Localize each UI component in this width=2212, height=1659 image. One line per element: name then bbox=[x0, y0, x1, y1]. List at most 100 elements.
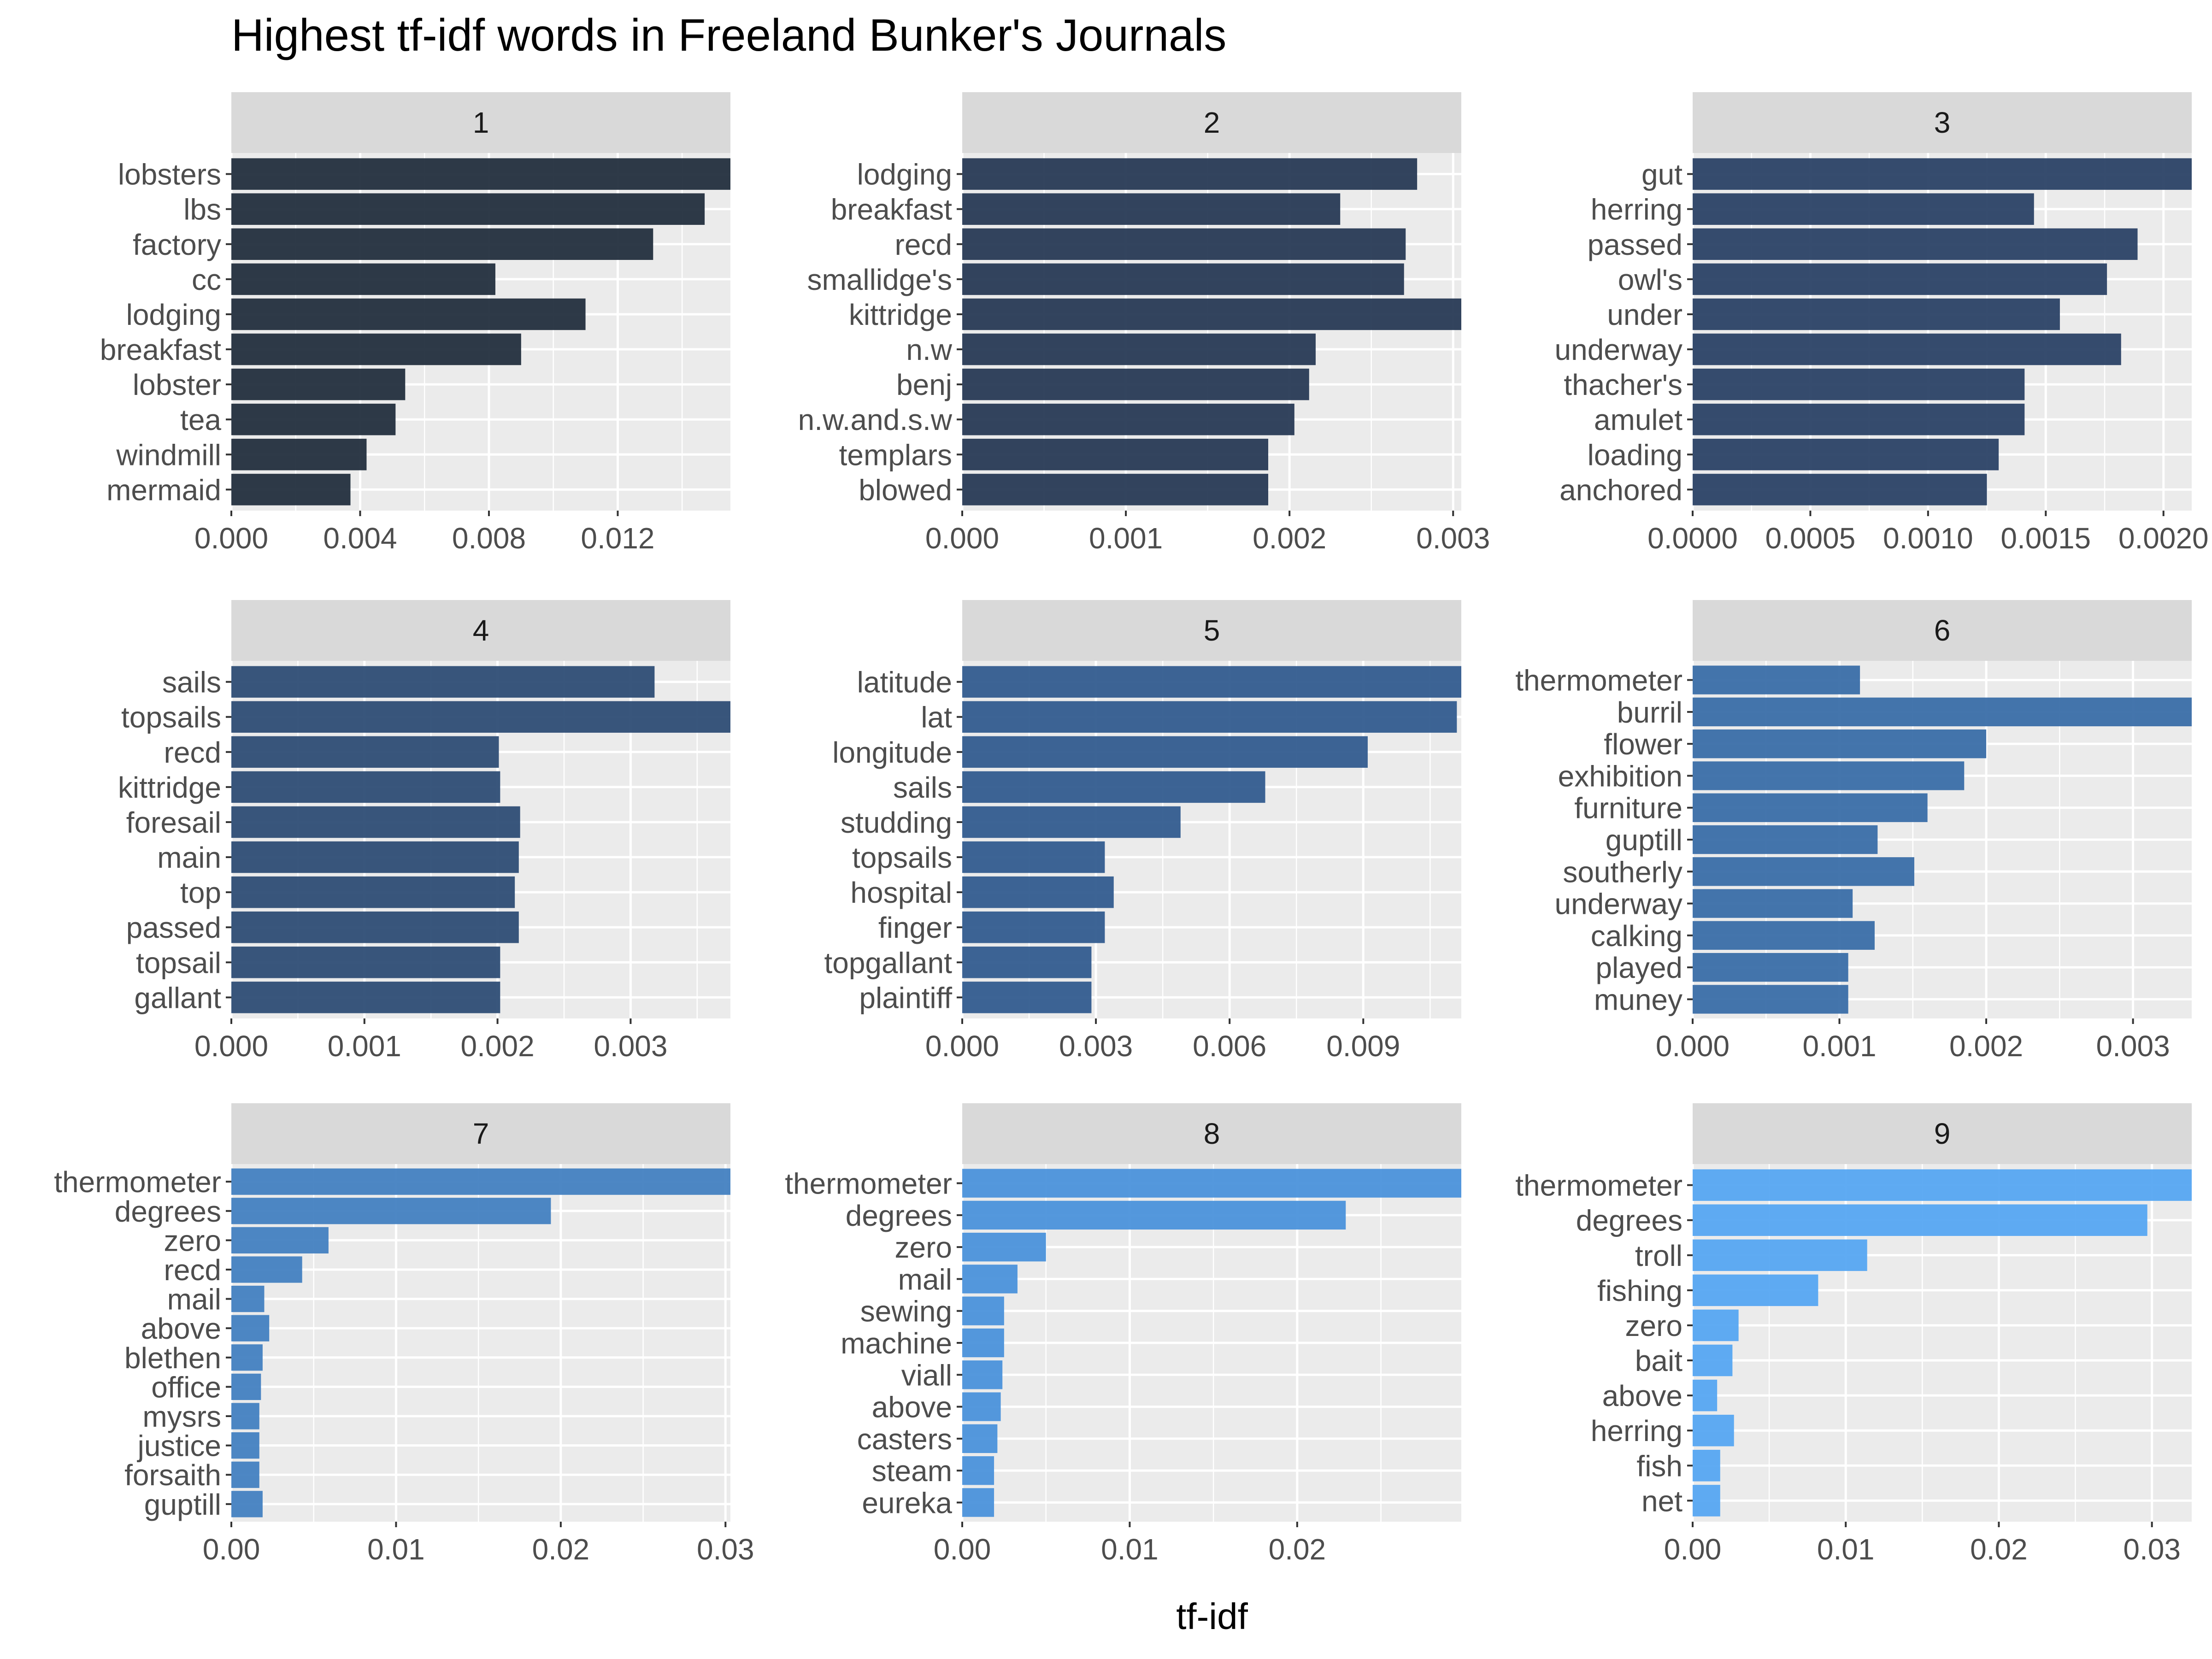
bar-passed bbox=[1693, 228, 2138, 260]
bar-bait bbox=[1693, 1344, 1733, 1377]
bar-foresail bbox=[231, 806, 520, 838]
bar-cc bbox=[231, 263, 495, 295]
bar-topsail bbox=[231, 947, 500, 978]
x-tick-label: 0.000 bbox=[194, 1030, 268, 1063]
word-label: mermaid bbox=[106, 473, 221, 506]
facet-strip bbox=[962, 92, 1461, 153]
bar-exhibition bbox=[1693, 761, 1965, 790]
word-label: topsail bbox=[136, 946, 221, 979]
facet-strip-label: 8 bbox=[1204, 1117, 1220, 1150]
bar-burril bbox=[1693, 697, 2192, 727]
word-label: recd bbox=[164, 736, 222, 769]
word-label: templars bbox=[839, 438, 952, 471]
facet-panel-9: 9 thermometerdegreestrollfishingzerobaita… bbox=[1515, 1103, 2192, 1566]
word-label: above bbox=[1602, 1379, 1683, 1412]
facet-panel-5: 5 latitudelatlongitudesailsstuddingtopsai… bbox=[824, 600, 1461, 1063]
word-label: gallant bbox=[134, 981, 221, 1014]
word-label: herring bbox=[1591, 1414, 1683, 1447]
bar-benj bbox=[962, 368, 1309, 400]
word-label: sails bbox=[162, 666, 221, 699]
word-label: net bbox=[1641, 1484, 1683, 1518]
word-label: thermometer bbox=[54, 1165, 221, 1199]
bar-above bbox=[1693, 1379, 1718, 1412]
bar-main bbox=[231, 841, 519, 873]
word-label: thermometer bbox=[1515, 664, 1683, 697]
x-tick-label: 0.009 bbox=[1326, 1030, 1400, 1063]
word-label: above bbox=[141, 1312, 221, 1345]
word-label: smallidge's bbox=[807, 263, 952, 296]
word-label: zero bbox=[895, 1231, 953, 1264]
facet-strip-label: 2 bbox=[1204, 106, 1220, 139]
bar-loading bbox=[1693, 439, 1999, 471]
word-label: topsails bbox=[852, 841, 952, 874]
facet-panel-7: 7 thermometerdegreeszerorecdmailaboveblet… bbox=[54, 1103, 754, 1566]
word-label: breakfast bbox=[100, 333, 221, 366]
bar-n.w.and.s.w bbox=[962, 403, 1294, 435]
word-label: kittridge bbox=[849, 298, 952, 331]
facet-panel-2: 2 lodgingbreakfastrecdsmallidge'skittridg… bbox=[798, 92, 1490, 555]
bar-machine bbox=[962, 1328, 1004, 1358]
x-tick-label: 0.002 bbox=[461, 1030, 535, 1063]
facet-strip-label: 9 bbox=[1934, 1117, 1951, 1150]
word-label: degrees bbox=[1576, 1204, 1683, 1237]
word-label: n.w.and.s.w bbox=[798, 403, 953, 436]
x-tick-label: 0.001 bbox=[328, 1030, 401, 1063]
x-tick-label: 0.000 bbox=[925, 522, 999, 555]
bar-above bbox=[962, 1392, 1001, 1421]
bar-southerly bbox=[1693, 857, 1914, 886]
bar-viall bbox=[962, 1360, 1003, 1389]
bar-calking bbox=[1693, 921, 1875, 950]
word-label: sewing bbox=[860, 1295, 952, 1328]
word-label: topsails bbox=[121, 701, 221, 734]
bar-gut bbox=[1693, 158, 2192, 190]
bar-thermometer bbox=[1693, 1169, 2192, 1201]
bar-underway bbox=[1693, 889, 1853, 918]
word-label: bait bbox=[1635, 1344, 1683, 1377]
bar-templars bbox=[962, 439, 1269, 471]
word-label: under bbox=[1607, 298, 1683, 331]
bar-thacher's bbox=[1693, 368, 2025, 400]
bar-justice bbox=[231, 1432, 259, 1459]
x-tick-label: 0.003 bbox=[1416, 522, 1490, 555]
word-label: mysrs bbox=[142, 1400, 221, 1433]
word-label: eureka bbox=[862, 1486, 952, 1519]
word-label: recd bbox=[164, 1253, 222, 1287]
bar-underway bbox=[1693, 333, 2121, 365]
bar-owl's bbox=[1693, 263, 2107, 295]
bar-eureka bbox=[962, 1488, 994, 1517]
bar-factory bbox=[231, 228, 653, 260]
word-label: degrees bbox=[115, 1195, 221, 1228]
word-label: passed bbox=[126, 911, 221, 944]
word-label: fish bbox=[1636, 1449, 1683, 1483]
bar-blethen bbox=[231, 1344, 263, 1371]
facet-panel-8: 8 thermometerdegreeszeromailsewingmachine… bbox=[785, 1103, 1461, 1566]
bar-passed bbox=[231, 911, 519, 943]
word-label: furniture bbox=[1574, 792, 1683, 825]
bar-office bbox=[231, 1373, 261, 1400]
x-tick-label: 0.012 bbox=[581, 522, 654, 555]
word-label: main bbox=[157, 841, 221, 874]
facet-strip bbox=[231, 92, 730, 153]
word-label: blowed bbox=[859, 473, 952, 506]
word-label: thermometer bbox=[1515, 1169, 1683, 1202]
word-label: mail bbox=[898, 1263, 952, 1296]
x-axis-title: tf-idf bbox=[1176, 1596, 1248, 1637]
x-tick-label: 0.002 bbox=[1253, 522, 1326, 555]
word-label: played bbox=[1595, 951, 1683, 984]
word-label: burril bbox=[1617, 696, 1683, 729]
word-label: zero bbox=[1625, 1309, 1683, 1342]
bar-zero bbox=[1693, 1309, 1739, 1341]
x-tick-label: 0.03 bbox=[2123, 1533, 2181, 1566]
word-label: degrees bbox=[846, 1199, 952, 1232]
facets-layer: 1lobsterslbsfactorycclodgingbreakfastlob… bbox=[54, 92, 2209, 1566]
word-label: steam bbox=[872, 1454, 952, 1488]
word-label: kittridge bbox=[118, 771, 221, 804]
bar-windmill bbox=[231, 439, 367, 471]
word-label: amulet bbox=[1594, 403, 1683, 436]
bar-topsails bbox=[231, 701, 730, 733]
facet-strip-label: 5 bbox=[1204, 614, 1220, 647]
bar-played bbox=[1693, 953, 1848, 982]
word-label: plaintiff bbox=[859, 981, 952, 1014]
word-label: sails bbox=[893, 771, 952, 804]
word-label: foresail bbox=[126, 806, 221, 839]
